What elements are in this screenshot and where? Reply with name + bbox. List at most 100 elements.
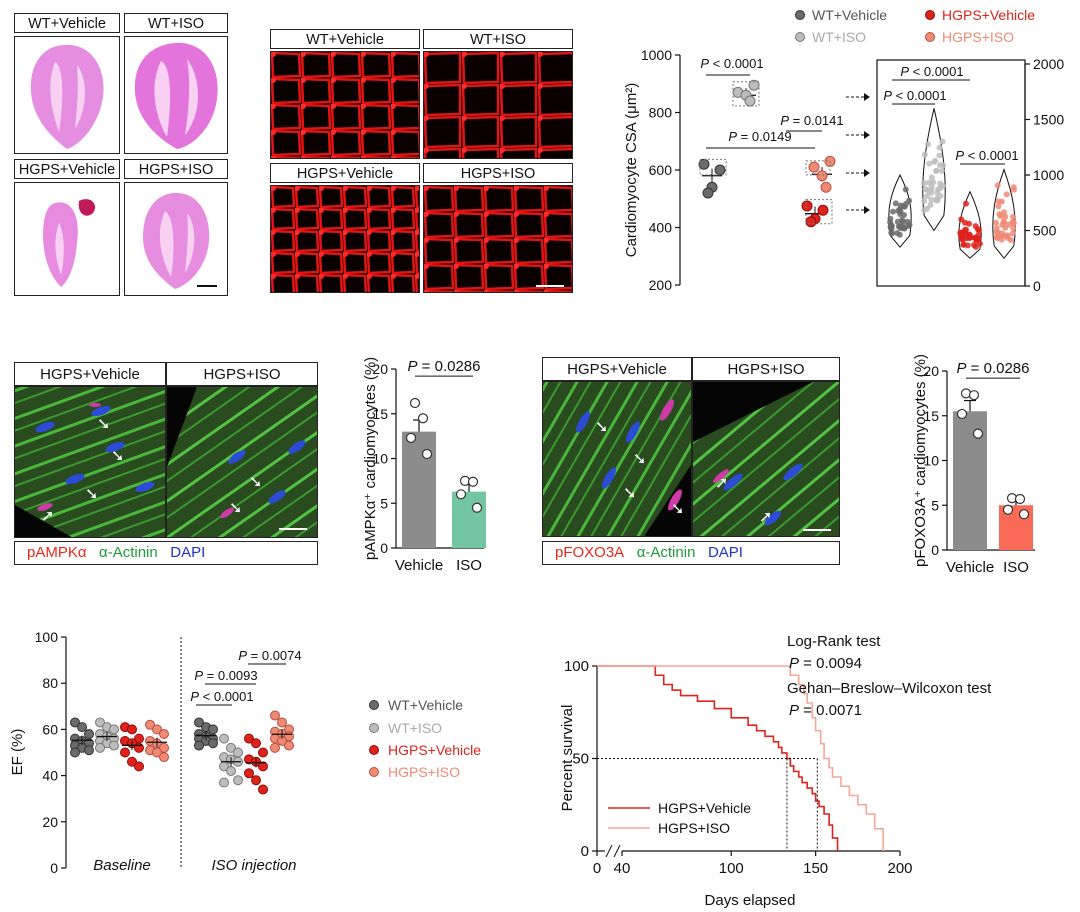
survival-axis-break xyxy=(613,844,621,858)
csa-arrow-head xyxy=(864,93,870,101)
violin-point xyxy=(896,206,903,213)
ef-y-axis-tick-label: 100 xyxy=(35,629,59,645)
violin-point xyxy=(889,208,896,215)
ef-legend-marker xyxy=(369,700,379,710)
ef-point xyxy=(109,724,119,735)
svg-text:➘: ➘ xyxy=(111,448,124,465)
csa-y-axis-tick-label: 200 xyxy=(649,277,673,293)
ampk_bar-point xyxy=(421,448,433,460)
survival-x-tick-label: 40 xyxy=(614,860,631,877)
violin-point xyxy=(901,203,908,210)
violin-y-axis-tick-label: 0 xyxy=(1033,278,1041,294)
ampk_bar-point xyxy=(417,413,429,424)
wga-image-hgps-vehicle xyxy=(270,185,420,293)
svg-text:➘: ➘ xyxy=(85,486,98,503)
ef-point xyxy=(70,717,80,728)
violin-point xyxy=(964,242,971,249)
ef-legend-label: WT+ISO xyxy=(388,720,442,736)
ef-legend-marker xyxy=(369,723,379,733)
violin-point xyxy=(921,180,928,187)
violin-point xyxy=(1009,225,1016,232)
heart-label-wt-vehicle: WT+Vehicle xyxy=(14,13,120,33)
ampk-image-vehicle: ➘ ➘ ➘ ➚ xyxy=(14,386,166,538)
violin-point xyxy=(928,196,935,203)
violin-point xyxy=(932,157,939,164)
ef-legend-marker xyxy=(369,767,379,777)
csa-arrow-head xyxy=(864,206,870,214)
foxo-image-iso: ➚ ➚ xyxy=(692,381,840,537)
survival-y-label: Percent survival xyxy=(559,705,576,812)
violin-p-label: P < 0.0001 xyxy=(900,64,963,79)
survival-curve xyxy=(597,665,884,851)
csa-point xyxy=(801,200,813,212)
violin-point xyxy=(958,233,965,240)
ef-point xyxy=(127,756,137,767)
ampk_bar-point xyxy=(405,432,417,444)
foxo_bar-y-axis-tick-label: 10 xyxy=(923,453,939,469)
csa-point xyxy=(702,187,714,199)
ef-point xyxy=(194,717,204,728)
foxo_bar-y-axis-tick-label: 15 xyxy=(923,408,939,424)
ef-point xyxy=(95,717,105,728)
ef-point xyxy=(284,740,294,751)
violin-point xyxy=(994,182,1001,189)
csa-legend-label: WT+Vehicle xyxy=(812,7,887,23)
ef-point xyxy=(152,747,162,758)
ampk-label-vehicle: HGPS+Vehicle xyxy=(14,362,166,386)
foxo_bar-point xyxy=(972,428,984,439)
foxo_bar-point xyxy=(956,408,968,420)
violin-point xyxy=(924,187,931,194)
violin-point xyxy=(938,167,945,174)
ampk_bar-point xyxy=(471,502,483,513)
violin-point xyxy=(958,216,965,223)
violin-y-axis-tick-label: 500 xyxy=(1033,223,1057,239)
violin-point xyxy=(933,167,940,174)
ef-legend-label: HGPS+Vehicle xyxy=(388,742,481,758)
ef-point xyxy=(219,733,229,744)
csa-legend-marker xyxy=(925,10,935,20)
ef-point xyxy=(244,768,254,779)
violin-point xyxy=(993,219,1000,226)
violin-point xyxy=(921,206,928,213)
foxo_bar-p-label: P = 0.0286 xyxy=(957,360,1030,377)
ampk-stain-legend: pAMPKα α-Actinin DAPI xyxy=(14,541,318,565)
violin-point xyxy=(999,230,1006,237)
foxo_bar-y-label: pFOXO3A⁺ cardiomyocytes (%) xyxy=(912,354,929,567)
ampk_bar-y-axis-tick-label: 15 xyxy=(372,406,388,422)
violin-point xyxy=(901,211,908,218)
ampk_bar-y-axis-tick-label: 0 xyxy=(380,540,388,556)
csa-y-axis-tick-label: 800 xyxy=(649,105,673,121)
ef-point xyxy=(134,761,144,772)
violin-point xyxy=(894,218,901,225)
foxo_bar-y-axis-tick-label: 5 xyxy=(931,497,939,513)
ef-point xyxy=(244,733,254,744)
violin-point xyxy=(962,226,969,233)
foxo_bar-point xyxy=(1002,504,1014,515)
violin-point xyxy=(967,234,974,241)
violin-point xyxy=(995,203,1002,210)
foxo_bar-x-tick-label: ISO xyxy=(1003,559,1029,576)
svg-text:➚: ➚ xyxy=(715,475,728,492)
violin-point xyxy=(1003,191,1010,198)
stain-pampk-label: pAMPKα xyxy=(27,544,87,561)
violin-point xyxy=(928,183,935,190)
violin-point xyxy=(1009,230,1016,237)
csa-p-label: P = 0.0149 xyxy=(728,129,791,144)
ef-y-axis-tick-label: 20 xyxy=(42,814,58,830)
csa-arrow-head xyxy=(864,169,870,177)
ef-p-label: P < 0.0001 xyxy=(190,689,253,704)
survival-p-label: P = 0.0094 xyxy=(789,655,862,672)
ef-point xyxy=(84,745,94,756)
csa-y-axis-tick-label: 600 xyxy=(649,162,673,178)
ef-point xyxy=(208,738,218,749)
violin-point xyxy=(902,186,909,193)
ampk_bar-point xyxy=(467,476,479,487)
ampk_bar-point xyxy=(409,397,421,409)
csa-highlight-box xyxy=(805,160,831,176)
wga-label-hgps-iso: HGPS+ISO xyxy=(423,163,573,183)
violin-point xyxy=(963,200,970,207)
csa-point xyxy=(714,164,726,176)
survival-y-tick-label: 100 xyxy=(564,658,589,675)
violin-point xyxy=(937,192,944,199)
foxo_bar-point xyxy=(968,390,980,401)
